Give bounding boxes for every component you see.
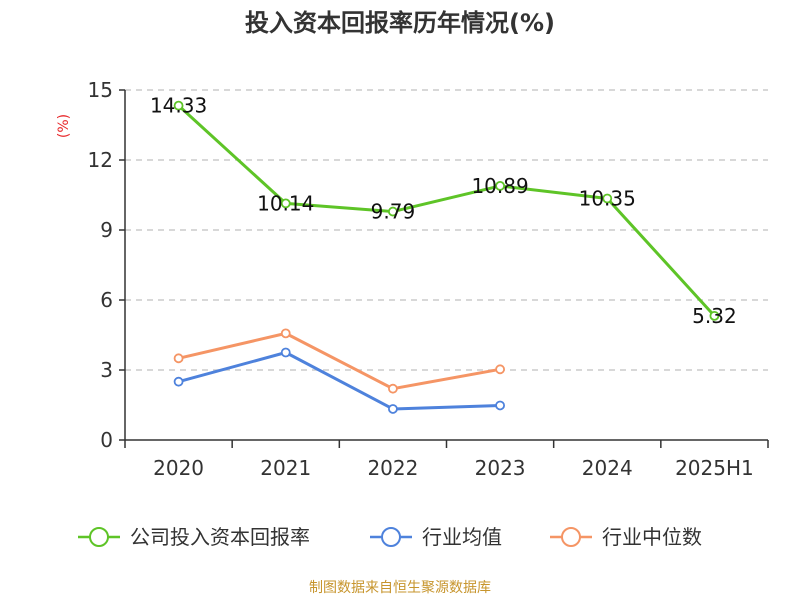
series-line-0 xyxy=(177,104,716,317)
y-tick-label: 9 xyxy=(100,218,113,242)
x-tick-label: 2022 xyxy=(367,456,418,480)
data-point[interactable] xyxy=(280,198,291,209)
legend-item-2[interactable]: 行业中位数 xyxy=(550,525,702,549)
legend-marker xyxy=(561,527,581,547)
data-point[interactable] xyxy=(388,206,398,217)
data-point[interactable] xyxy=(173,376,184,387)
data-point[interactable] xyxy=(173,353,184,364)
data-point[interactable] xyxy=(280,347,291,358)
y-tick-label: 0 xyxy=(100,428,113,452)
legend-label: 行业中位数 xyxy=(602,525,702,549)
data-point[interactable] xyxy=(388,383,398,394)
legend-marker xyxy=(89,527,109,547)
data-label: 9.79 xyxy=(371,200,416,224)
data-point[interactable] xyxy=(495,364,505,375)
data-labels: 14.33 10.14 9.79 10.89 10.35 5.32 xyxy=(150,94,737,328)
data-point[interactable] xyxy=(495,400,505,411)
legend-marker xyxy=(381,527,401,547)
y-tick-label: 6 xyxy=(100,288,113,312)
series-line-2 xyxy=(178,331,501,391)
data-label: 10.14 xyxy=(257,191,314,215)
y-tick-label: 3 xyxy=(100,358,113,382)
x-tick-label: 2020 xyxy=(153,456,204,480)
chart-title: 投入资本回报率历年情况(%) xyxy=(245,9,555,37)
axes: 0 3 6 9 12 15 2020 2021 2022 2023 2024 2025H1 xyxy=(88,78,769,480)
y-axis-label: (%) xyxy=(56,114,72,138)
series-layer xyxy=(173,100,720,414)
data-label: 10.89 xyxy=(471,174,528,198)
series-line-1 xyxy=(178,351,501,411)
data-label: 10.35 xyxy=(579,187,636,211)
data-label: 5.32 xyxy=(692,304,737,328)
legend-item-1[interactable]: 行业均值 xyxy=(370,525,502,549)
y-tick-label: 15 xyxy=(88,78,113,102)
legend-item-0[interactable]: 公司投入资本回报率 xyxy=(78,525,310,549)
data-point[interactable] xyxy=(280,328,291,339)
data-label: 14.33 xyxy=(150,94,207,118)
x-tick-label: 2021 xyxy=(260,456,311,480)
data-point[interactable] xyxy=(709,310,720,321)
source-note: 制图数据来自恒生聚源数据库 xyxy=(309,580,491,596)
data-point[interactable] xyxy=(602,193,613,204)
x-tick-label: 2024 xyxy=(582,456,633,480)
x-tick-label: 2025H1 xyxy=(675,456,754,480)
grid-lines xyxy=(125,89,768,371)
x-tick-label: 2023 xyxy=(475,456,526,480)
legend[interactable]: 公司投入资本回报率 行业均值 行业中位数 xyxy=(78,525,702,549)
legend-label: 公司投入资本回报率 xyxy=(130,525,310,549)
legend-label: 行业均值 xyxy=(422,525,502,549)
data-point[interactable] xyxy=(173,100,184,111)
y-tick-label: 12 xyxy=(88,148,113,172)
data-point[interactable] xyxy=(388,404,398,414)
data-point[interactable] xyxy=(495,180,505,191)
